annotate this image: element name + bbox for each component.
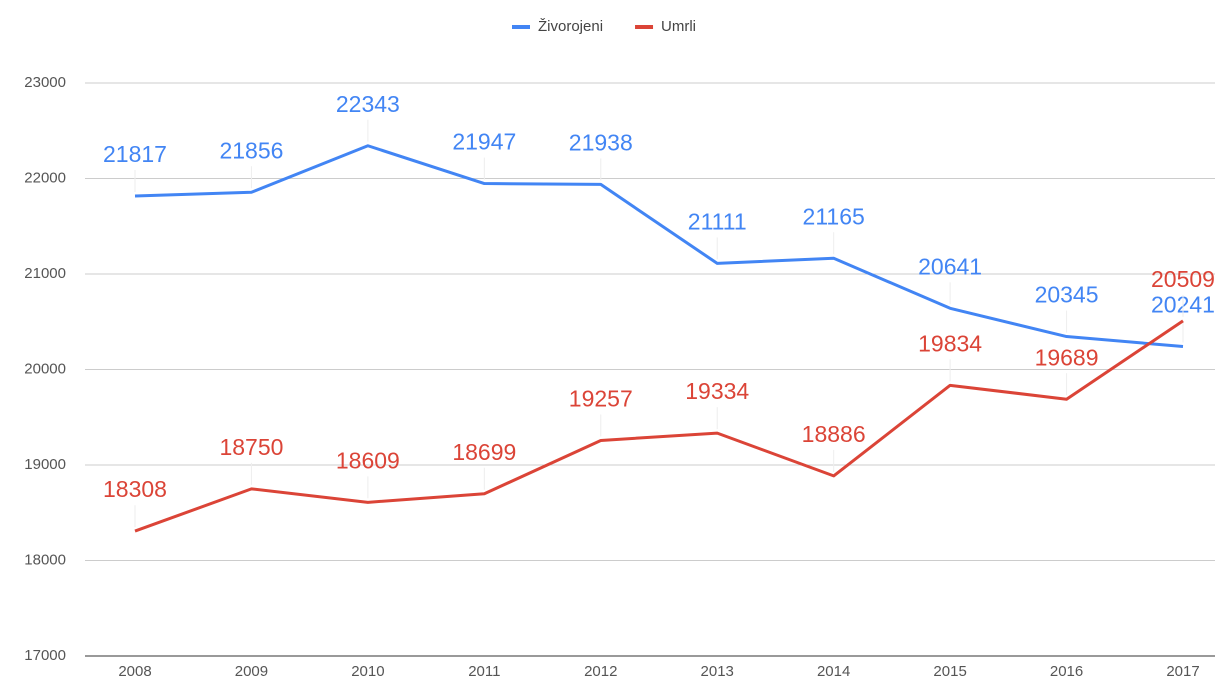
x-tick-label: 2013 <box>701 663 734 680</box>
x-tick-label: 2014 <box>817 663 850 680</box>
data-label: 21165 <box>803 203 865 229</box>
legend-label: Umrli <box>661 18 696 35</box>
legend-label: Živorojeni <box>538 18 603 35</box>
y-tick-label: 23000 <box>24 74 66 91</box>
data-label: 18609 <box>336 447 400 473</box>
y-tick-label: 18000 <box>24 551 66 568</box>
line <box>134 319 1184 533</box>
x-tick-label: 2012 <box>584 663 617 680</box>
data-label: 19257 <box>569 386 633 412</box>
x-tick-label: 2015 <box>933 663 966 680</box>
y-tick-label: 22000 <box>24 169 66 186</box>
y-tick-label: 21000 <box>24 265 66 282</box>
data-label: 21817 <box>103 141 167 167</box>
y-tick-label: 19000 <box>24 456 66 473</box>
line <box>134 144 1184 348</box>
data-label: 21111 <box>688 208 747 234</box>
data-label: 20641 <box>918 253 982 279</box>
data-label: 19689 <box>1035 344 1099 370</box>
data-label: 18750 <box>219 434 283 460</box>
y-tick-label: 20000 <box>24 360 66 377</box>
data-label: 18886 <box>802 421 866 447</box>
x-tick-label: 2011 <box>468 663 500 680</box>
y-tick-label: 17000 <box>24 647 66 664</box>
data-label: 18308 <box>103 476 167 502</box>
data-label: 22343 <box>336 91 400 117</box>
data-label: 19334 <box>685 378 749 404</box>
x-tick-label: 2010 <box>351 663 384 680</box>
data-label: 19834 <box>918 330 982 356</box>
data-label: 21938 <box>569 129 633 155</box>
data-label: 21947 <box>452 129 516 155</box>
x-tick-label: 2016 <box>1050 663 1083 680</box>
x-tick-label: 2009 <box>235 663 268 680</box>
data-label: 20509 <box>1151 266 1215 292</box>
data-label: 21856 <box>219 137 283 163</box>
x-tick-label: 2017 <box>1166 663 1199 680</box>
data-label: 18699 <box>452 439 516 465</box>
data-label: 20345 <box>1035 282 1099 308</box>
x-tick-label: 2008 <box>118 663 151 680</box>
